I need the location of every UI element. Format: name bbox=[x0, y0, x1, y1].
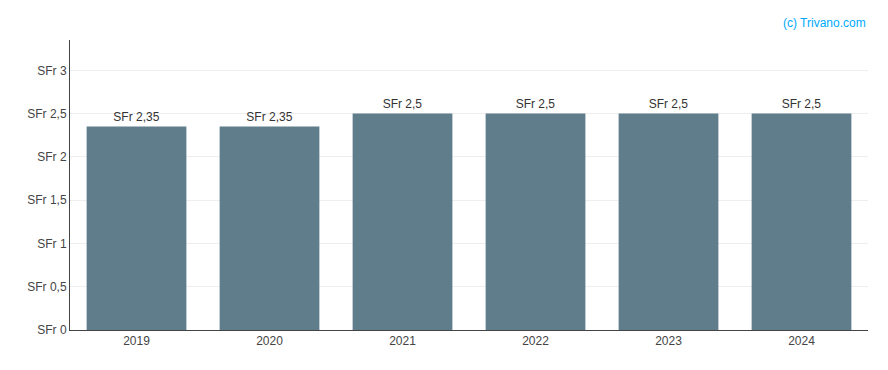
svg-text:SFr 0,5: SFr 0,5 bbox=[27, 280, 67, 294]
svg-text:2022: 2022 bbox=[522, 334, 549, 348]
svg-text:(c) Trivano.com: (c) Trivano.com bbox=[783, 16, 866, 30]
svg-text:SFr 2,5: SFr 2,5 bbox=[27, 107, 67, 121]
svg-text:2020: 2020 bbox=[256, 334, 283, 348]
svg-text:2019: 2019 bbox=[123, 334, 150, 348]
svg-text:SFr 2,5: SFr 2,5 bbox=[383, 97, 423, 111]
svg-text:2021: 2021 bbox=[389, 334, 416, 348]
svg-text:SFr 1: SFr 1 bbox=[37, 237, 67, 251]
svg-text:SFr 2: SFr 2 bbox=[37, 150, 67, 164]
svg-text:SFr 3: SFr 3 bbox=[37, 64, 67, 78]
svg-text:2023: 2023 bbox=[655, 334, 682, 348]
svg-text:SFr 2,35: SFr 2,35 bbox=[113, 110, 159, 124]
svg-text:SFr 2,35: SFr 2,35 bbox=[246, 110, 292, 124]
svg-text:2024: 2024 bbox=[788, 334, 815, 348]
svg-text:SFr 1,5: SFr 1,5 bbox=[27, 193, 67, 207]
svg-text:SFr 2,5: SFr 2,5 bbox=[516, 97, 556, 111]
svg-text:SFr 2,5: SFr 2,5 bbox=[649, 97, 689, 111]
svg-text:SFr 0: SFr 0 bbox=[37, 323, 67, 337]
svg-text:SFr 2,5: SFr 2,5 bbox=[782, 97, 822, 111]
